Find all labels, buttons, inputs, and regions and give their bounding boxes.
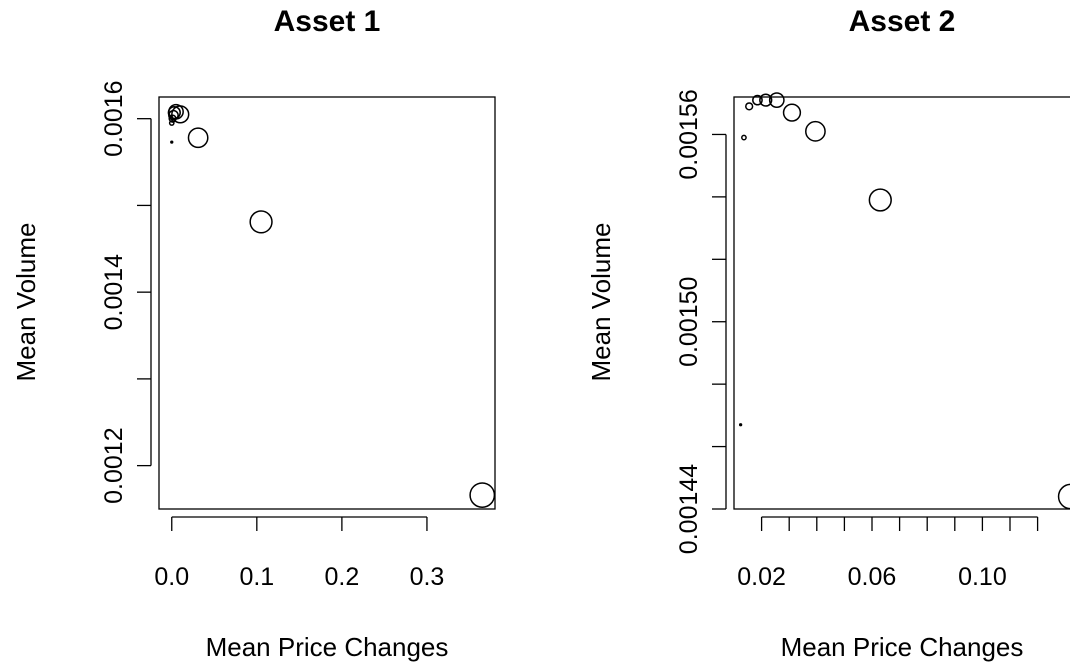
panel-title: Asset 2	[849, 5, 956, 38]
panel-title: Asset 1	[274, 5, 381, 38]
y-tick-label: 0.00156	[675, 89, 703, 179]
asset-2-panel: Asset 2 Mean Price Changes Mean Volume 0…	[586, 5, 1070, 662]
y-tick-label: 0.00150	[675, 277, 703, 367]
scatter-point	[768, 92, 785, 109]
asset-1-panel: Asset 1 Mean Price Changes Mean Volume 0…	[11, 5, 496, 662]
x-axis-label: Mean Price Changes	[206, 632, 449, 662]
x-tick-label: 0.10	[958, 563, 1007, 591]
x-axis-label: Mean Price Changes	[781, 632, 1024, 662]
scatter-point	[168, 120, 175, 126]
x-tick-label: 0.1	[239, 563, 274, 591]
scatter-point	[868, 188, 892, 212]
plot-frame	[733, 96, 1070, 510]
scatter-point	[738, 423, 743, 427]
scatter-point	[168, 103, 184, 120]
y-tick-label: 0.00144	[675, 464, 703, 554]
scatter-point	[249, 210, 273, 234]
y-tick-label: 0.0016	[100, 80, 128, 156]
scatter-point	[741, 134, 747, 141]
y-tick-label: 0.0014	[100, 254, 128, 331]
scatter-point	[170, 140, 174, 144]
x-tick-label: 0.02	[737, 563, 786, 591]
x-tick-label: 0.0	[154, 563, 189, 591]
x-tick-label: 0.3	[410, 563, 445, 591]
scatter-point	[469, 482, 496, 509]
y-tick-label: 0.0012	[100, 427, 128, 503]
scatter-point	[187, 127, 209, 149]
scatter-point	[171, 105, 190, 124]
x-tick-label: 0.2	[325, 563, 360, 591]
y-axis-label: Mean Volume	[586, 223, 616, 382]
scatter-point	[1057, 483, 1070, 510]
scatter-point	[759, 93, 773, 107]
y-axis-label: Mean Volume	[11, 223, 41, 382]
scatter-point	[752, 94, 763, 106]
x-tick-label: 0.06	[848, 563, 897, 591]
scatter-point	[782, 103, 802, 122]
scatter-point	[805, 120, 826, 142]
scatter-point	[745, 102, 754, 111]
plot-frame	[158, 96, 496, 510]
